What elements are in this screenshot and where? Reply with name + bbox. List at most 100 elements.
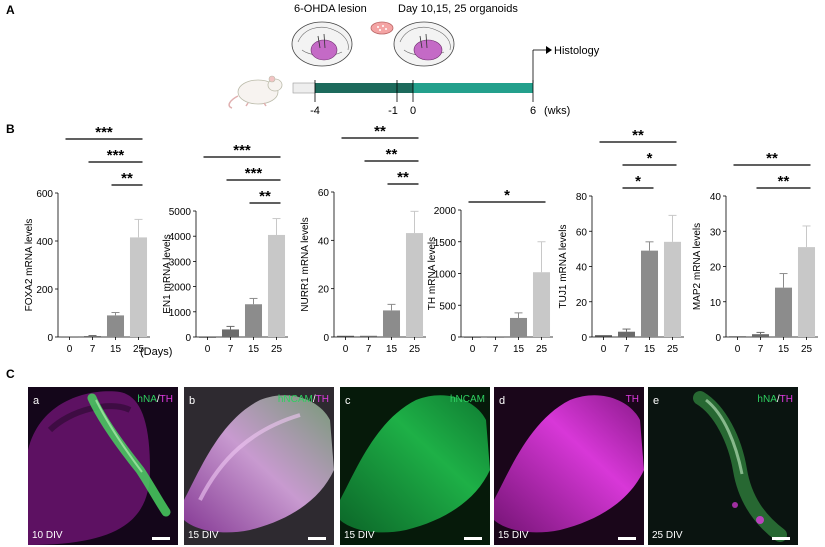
div-label: 15 DIV: [344, 530, 375, 541]
micrograph-e: [648, 387, 798, 545]
scale-bar: [772, 537, 790, 540]
x-tick-label: 15: [110, 344, 122, 355]
bar-chart: 0 1000 2000 3000 4000 5000 EN1 mRNA levels 0 7 15…: [162, 142, 288, 355]
bar: [221, 329, 240, 337]
micrograph-letter: e: [653, 395, 659, 407]
x-tick-label: 7: [493, 344, 499, 355]
x-tick-label: 25: [271, 344, 283, 355]
bar: [774, 287, 793, 337]
marker-label: /: [777, 394, 780, 405]
histology-label: Histology: [554, 45, 600, 57]
x-tick-label: 0: [67, 344, 73, 355]
timeline-organoid-phase: [413, 83, 533, 93]
marker-label: TH: [780, 394, 793, 405]
y-tick-label: 400: [36, 237, 53, 248]
y-tick-label: 0: [185, 333, 191, 344]
y-tick-label: 3000: [169, 257, 192, 268]
y-tick-label: 0: [450, 333, 456, 344]
y-tick-label: 600: [36, 189, 53, 200]
bar: [83, 336, 102, 337]
x-tick-label: 15: [644, 344, 656, 355]
time-tick: 6: [530, 105, 536, 117]
y-axis-label: TUJ1 mRNA levels: [558, 225, 569, 309]
significance-label: ***: [233, 142, 251, 159]
bar: [382, 310, 401, 337]
petri-dish-icon: [370, 21, 394, 35]
scale-bar: [464, 537, 482, 540]
x-tick-label: 15: [248, 344, 260, 355]
marker-label: TH: [316, 394, 329, 405]
bar: [336, 335, 355, 337]
bar-chart: 0 10 20 30 40 MAP2 mRNA levels 0 7 15 25 ****: [692, 150, 818, 355]
lesion-label: 6-OHDA lesion: [294, 3, 367, 15]
bar: [663, 241, 682, 337]
x-tick-label: 15: [513, 344, 525, 355]
y-tick-label: 2000: [434, 206, 457, 217]
y-tick-label: 4000: [169, 232, 192, 243]
marker-label: /: [157, 394, 160, 405]
time-unit: (wks): [544, 105, 570, 117]
bar: [532, 272, 551, 337]
micrograph-letter: c: [345, 395, 351, 407]
bar: [244, 304, 263, 337]
bar: [640, 250, 659, 337]
y-tick-label: 1500: [434, 238, 457, 249]
significance-label: ***: [245, 165, 263, 182]
x-tick-label: 0: [343, 344, 349, 355]
micrograph-markers: hNCAM: [450, 394, 485, 405]
scale-bar: [152, 537, 170, 540]
y-tick-label: 0: [581, 333, 587, 344]
y-tick-label: 0: [323, 333, 329, 344]
y-tick-label: 40: [318, 236, 330, 247]
bar: [359, 335, 378, 337]
y-tick-label: 500: [439, 301, 456, 312]
y-tick-label: 40: [710, 192, 722, 203]
x-tick-label: 0: [470, 344, 476, 355]
micrograph-letter: b: [189, 395, 195, 407]
marker-label: /: [313, 394, 316, 405]
x-tick-label: 15: [778, 344, 790, 355]
x-tick-label: 7: [624, 344, 630, 355]
div-label: 15 DIV: [188, 530, 219, 541]
x-tick-label: 0: [601, 344, 607, 355]
x-tick-label: 0: [205, 344, 211, 355]
marker-label: hNA: [757, 394, 777, 405]
x-tick-label: 7: [758, 344, 764, 355]
bar: [617, 331, 636, 337]
y-tick-label: 20: [710, 263, 722, 274]
y-axis-label: FOXA2 mRNA levels: [24, 219, 35, 312]
y-tick-label: 200: [36, 285, 53, 296]
micrograph-letter: d: [499, 395, 505, 407]
significance-label: *: [635, 173, 641, 190]
y-tick-label: 20: [318, 285, 330, 296]
div-label: 15 DIV: [498, 530, 529, 541]
bar: [728, 336, 747, 338]
significance-label: **: [397, 169, 409, 186]
significance-label: **: [778, 173, 790, 190]
micrograph-markers: TH: [626, 394, 639, 405]
y-tick-label: 0: [47, 333, 53, 344]
significance-label: **: [121, 170, 133, 187]
arrow-icon: [532, 46, 552, 83]
micrograph-b: [184, 387, 334, 545]
micrograph-markers: hNCAM/TH: [278, 394, 329, 405]
x-tick-label: 25: [536, 344, 548, 355]
y-tick-label: 60: [318, 188, 330, 199]
brain-icon: [393, 21, 455, 67]
y-tick-label: 30: [710, 227, 722, 238]
y-tick-label: 1000: [169, 308, 192, 319]
x-tick-label: 15: [386, 344, 398, 355]
y-tick-label: 60: [576, 227, 588, 238]
marker-label: TH: [626, 394, 639, 405]
significance-label: **: [374, 123, 386, 140]
x-tick-label: 7: [228, 344, 234, 355]
micrograph-letter: a: [33, 395, 40, 407]
panel-c-label: C: [6, 367, 15, 381]
significance-label: **: [259, 188, 271, 205]
marker-label: hNA: [137, 394, 157, 405]
bar: [129, 237, 148, 337]
